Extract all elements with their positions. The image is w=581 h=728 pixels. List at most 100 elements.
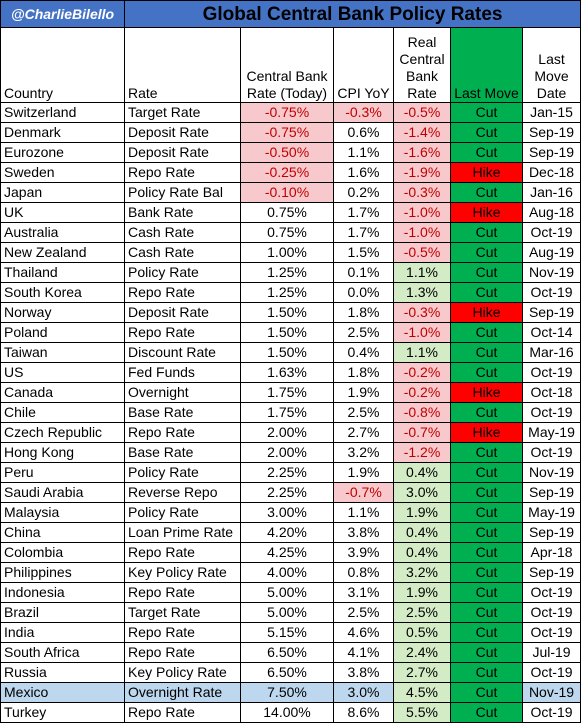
real-rate-cell: 5.5% <box>393 702 451 723</box>
cb-rate-cell: 4.20% <box>240 522 334 543</box>
cb-rate-cell: 2.25% <box>240 482 334 503</box>
cb-rate-cell: 2.25% <box>240 462 334 483</box>
country-cell: Brazil <box>0 602 125 623</box>
last-move-date-cell: Aug-19 <box>521 242 581 263</box>
last-move-date-cell: Oct-14 <box>521 322 581 343</box>
title-row: @CharlieBilello Global Central Bank Poli… <box>0 0 581 28</box>
rate-type-cell: Loan Prime Rate <box>124 522 241 543</box>
cpi-cell: 1.7% <box>333 222 394 243</box>
rate-type-cell: Overnight <box>124 382 241 403</box>
last-move-date-cell: Mar-16 <box>521 342 581 363</box>
country-cell: UK <box>0 202 125 223</box>
cb-rate-cell: 2.00% <box>240 422 334 443</box>
last-move-cell: Cut <box>450 402 523 423</box>
table-row: Chile Base Rate 1.75% 2.5% -0.8% Cut Oct-19 <box>0 402 581 423</box>
cb-rate-cell: -0.25% <box>240 162 334 183</box>
country-cell: Denmark <box>0 122 125 143</box>
last-move-date-cell: Oct-19 <box>521 222 581 243</box>
table-row: Colombia Repo Rate 4.25% 3.9% 0.4% Cut Apr-18 <box>0 542 581 563</box>
country-cell: India <box>0 622 125 643</box>
cpi-cell: 2.5% <box>333 322 394 343</box>
cpi-cell: 0.2% <box>333 182 394 203</box>
table-row: India Repo Rate 5.15% 4.6% 0.5% Cut Oct-19 <box>0 622 581 643</box>
real-rate-cell: -0.2% <box>393 362 451 383</box>
table-row: Peru Policy Rate 2.25% 1.9% 0.4% Cut Nov-19 <box>0 462 581 483</box>
cb-rate-cell: 1.25% <box>240 282 334 303</box>
last-move-date-cell: Jul-19 <box>521 642 581 663</box>
cpi-cell: 3.2% <box>333 442 394 463</box>
last-move-cell: Cut <box>450 282 523 303</box>
last-move-cell: Hike <box>450 162 523 183</box>
cpi-cell: 1.1% <box>333 502 394 523</box>
last-move-date-cell: Nov-19 <box>521 682 581 703</box>
last-move-cell: Cut <box>450 502 523 523</box>
table-row: Malaysia Policy Rate 3.00% 1.1% 1.9% Cut May-1… <box>0 502 581 523</box>
last-move-cell: Cut <box>450 142 523 163</box>
last-move-date-cell: Oct-18 <box>521 382 581 403</box>
country-cell: Eurozone <box>0 142 125 163</box>
table-row: Taiwan Discount Rate 1.50% 0.4% 1.1% Cut Mar-1… <box>0 342 581 363</box>
rate-type-cell: Repo Rate <box>124 702 241 723</box>
cb-rate-cell: 2.00% <box>240 442 334 463</box>
table-row: Denmark Deposit Rate -0.75% 0.6% -1.4% Cut Sep… <box>0 122 581 143</box>
col-header-last-move: Last Move <box>450 27 523 103</box>
cpi-cell: 0.4% <box>333 342 394 363</box>
col-header-last-move-date: Last Move Date <box>521 27 581 103</box>
rate-type-cell: Base Rate <box>124 442 241 463</box>
table-row: China Loan Prime Rate 4.20% 3.8% 0.4% Cut Sep-… <box>0 522 581 543</box>
country-cell: US <box>0 362 125 383</box>
last-move-cell: Cut <box>450 462 523 483</box>
last-move-date-cell: Oct-19 <box>521 602 581 623</box>
last-move-cell: Cut <box>450 222 523 243</box>
cb-rate-cell: 1.50% <box>240 302 334 323</box>
last-move-date-cell: Sep-19 <box>521 302 581 323</box>
table-row: Australia Cash Rate 0.75% 1.7% -1.0% Cut Oct-1… <box>0 222 581 243</box>
table-row: UK Bank Rate 0.75% 1.7% -1.0% Hike Aug-18 <box>0 202 581 223</box>
cb-rate-cell: 3.00% <box>240 502 334 523</box>
cpi-cell: 3.8% <box>333 522 394 543</box>
last-move-cell: Cut <box>450 542 523 563</box>
last-move-date-cell: Apr-18 <box>521 542 581 563</box>
cpi-cell: 0.8% <box>333 562 394 583</box>
last-move-date-cell: Oct-19 <box>521 582 581 603</box>
rate-type-cell: Policy Rate <box>124 462 241 483</box>
last-move-cell: Hike <box>450 202 523 223</box>
last-move-cell: Cut <box>450 442 523 463</box>
table-row: Mexico Overnight Rate 7.50% 3.0% 4.5% Cut Nov-… <box>0 682 581 703</box>
cpi-cell: 1.5% <box>333 242 394 263</box>
last-move-date-cell: Oct-19 <box>521 362 581 383</box>
country-cell: Sweden <box>0 162 125 183</box>
rate-type-cell: Cash Rate <box>124 242 241 263</box>
cb-rate-cell: 1.75% <box>240 402 334 423</box>
rate-type-cell: Repo Rate <box>124 422 241 443</box>
country-cell: Colombia <box>0 542 125 563</box>
table-row: Brazil Target Rate 5.00% 2.5% 2.5% Cut Oct-19 <box>0 602 581 623</box>
last-move-date-cell: Sep-19 <box>521 562 581 583</box>
real-rate-cell: 1.9% <box>393 582 451 603</box>
cpi-cell: -0.7% <box>333 482 394 503</box>
last-move-date-cell: Oct-19 <box>521 282 581 303</box>
rate-type-cell: Reverse Repo <box>124 482 241 503</box>
country-cell: Chile <box>0 402 125 423</box>
rate-type-cell: Repo Rate <box>124 622 241 643</box>
last-move-cell: Cut <box>450 102 523 123</box>
real-rate-cell: -1.0% <box>393 322 451 343</box>
cpi-cell: 0.6% <box>333 122 394 143</box>
table-row: Japan Policy Rate Bal -0.10% 0.2% -0.3% Cut Ja… <box>0 182 581 203</box>
country-cell: Norway <box>0 302 125 323</box>
cb-rate-cell: 0.75% <box>240 222 334 243</box>
real-rate-cell: 2.5% <box>393 602 451 623</box>
country-cell: Malaysia <box>0 502 125 523</box>
cb-rate-cell: 1.75% <box>240 382 334 403</box>
cpi-cell: 8.6% <box>333 702 394 723</box>
col-header-country: Country <box>0 27 125 103</box>
last-move-date-cell: Dec-18 <box>521 162 581 183</box>
last-move-cell: Hike <box>450 382 523 403</box>
last-move-cell: Cut <box>450 622 523 643</box>
table-row: South Africa Repo Rate 6.50% 4.1% 2.4% Cut Jul… <box>0 642 581 663</box>
column-header-row: Country Rate Central Bank Rate (Today) C… <box>0 27 581 103</box>
cb-rate-cell: -0.10% <box>240 182 334 203</box>
table-row: Indonesia Repo Rate 5.00% 3.1% 1.9% Cut Oct-19 <box>0 582 581 603</box>
rate-type-cell: Repo Rate <box>124 282 241 303</box>
rate-type-cell: Deposit Rate <box>124 122 241 143</box>
